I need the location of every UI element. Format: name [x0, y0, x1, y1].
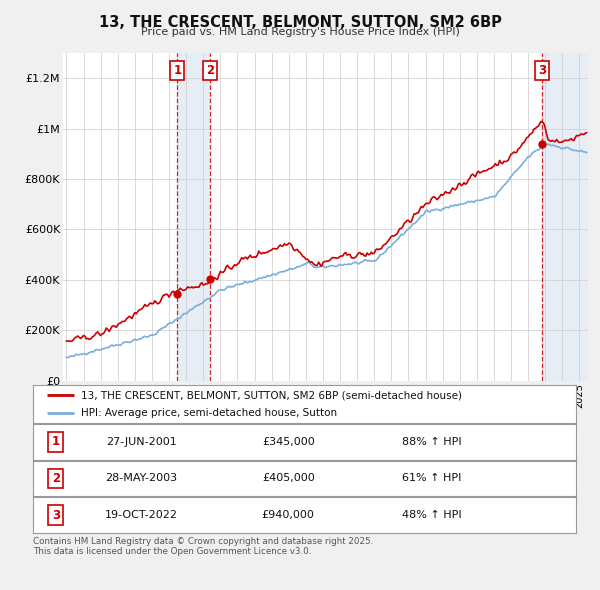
Text: 61% ↑ HPI: 61% ↑ HPI	[402, 474, 461, 483]
Text: £405,000: £405,000	[262, 474, 314, 483]
Text: 2: 2	[52, 472, 60, 485]
Text: Price paid vs. HM Land Registry's House Price Index (HPI): Price paid vs. HM Land Registry's House …	[140, 27, 460, 37]
Text: 3: 3	[52, 509, 60, 522]
Text: 28-MAY-2003: 28-MAY-2003	[106, 474, 178, 483]
Text: £345,000: £345,000	[262, 437, 314, 447]
Text: 19-OCT-2022: 19-OCT-2022	[105, 510, 178, 520]
Text: 88% ↑ HPI: 88% ↑ HPI	[402, 437, 462, 447]
Text: Contains HM Land Registry data © Crown copyright and database right 2025.
This d: Contains HM Land Registry data © Crown c…	[33, 537, 373, 556]
Text: 3: 3	[538, 64, 546, 77]
Text: 2: 2	[206, 64, 214, 77]
Text: £940,000: £940,000	[262, 510, 314, 520]
Text: 1: 1	[52, 435, 60, 448]
Text: 1: 1	[173, 64, 181, 77]
Text: 27-JUN-2001: 27-JUN-2001	[106, 437, 177, 447]
Text: HPI: Average price, semi-detached house, Sutton: HPI: Average price, semi-detached house,…	[81, 408, 337, 418]
Text: 13, THE CRESCENT, BELMONT, SUTTON, SM2 6BP: 13, THE CRESCENT, BELMONT, SUTTON, SM2 6…	[98, 15, 502, 30]
Text: 13, THE CRESCENT, BELMONT, SUTTON, SM2 6BP (semi-detached house): 13, THE CRESCENT, BELMONT, SUTTON, SM2 6…	[81, 390, 462, 400]
Bar	[542, 53, 588, 381]
Text: 48% ↑ HPI: 48% ↑ HPI	[402, 510, 462, 520]
Bar	[178, 53, 210, 381]
